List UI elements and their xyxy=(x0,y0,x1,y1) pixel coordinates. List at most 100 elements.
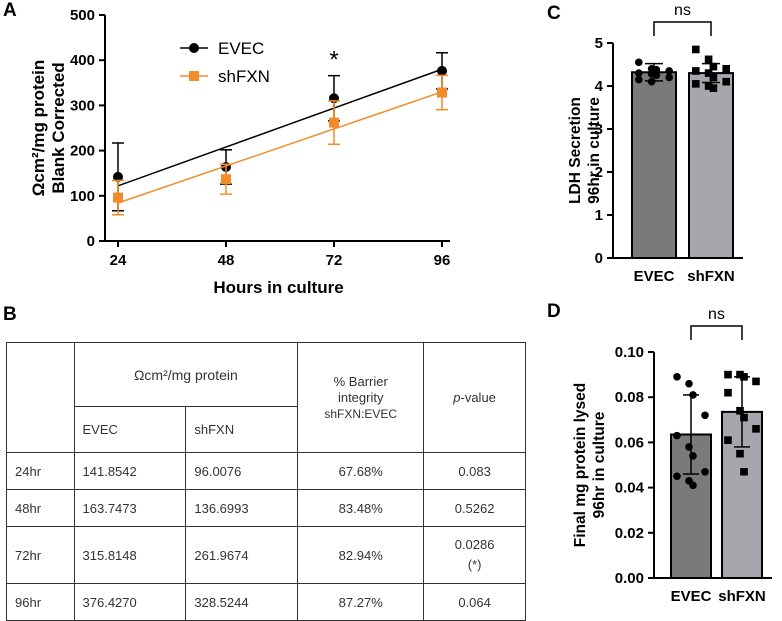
data-point-shfxn xyxy=(722,65,730,73)
table-cell-pvalue: 0.5262 xyxy=(423,489,526,527)
data-point-shfxn xyxy=(736,406,744,415)
fit-line-evec xyxy=(117,68,443,187)
y-tick-label: 200 xyxy=(70,143,95,160)
data-point-evec xyxy=(701,467,709,476)
data-point-shfxn xyxy=(740,373,748,381)
legend-marker-evec xyxy=(189,43,199,53)
data-point-evec xyxy=(685,477,693,485)
table-cell-pvalue: 0.064 xyxy=(423,583,526,621)
data-point-shfxn xyxy=(722,77,730,86)
table-cell-evec: 163.7473 xyxy=(73,489,187,527)
data-point-shfxn xyxy=(704,55,713,64)
table-cell-time: 24hr xyxy=(6,452,75,490)
x-axis-title: Hours in culture xyxy=(213,278,343,297)
bar-shfxn xyxy=(721,410,763,580)
table-cell-pvalue: 0.083 xyxy=(423,452,526,490)
table-cell-pvalue-significance: (*) xyxy=(467,557,482,572)
table-cell-shfxn: 328.5244 xyxy=(185,583,299,621)
panel-letter-d: D xyxy=(547,301,561,322)
y-tick-label: 3 xyxy=(595,121,603,138)
data-point-evec xyxy=(689,391,697,399)
data-point-evec xyxy=(673,373,681,381)
legend-label-shfxn: shFXN xyxy=(218,67,270,86)
data-point-evec xyxy=(647,77,656,86)
significance-bracket xyxy=(690,325,743,340)
data-point-evec xyxy=(673,431,681,440)
significance-star: * xyxy=(329,47,338,74)
y-tick-label: 0.00 xyxy=(615,570,644,587)
y-tick-label: 100 xyxy=(70,188,95,205)
data-point-evec xyxy=(685,443,693,451)
x-tick-label: 24 xyxy=(110,252,127,269)
data-point-evec xyxy=(652,65,661,74)
table-cell-time: 96hr xyxy=(6,583,75,621)
y-axis-title-line1: Ωcm²/mg protein xyxy=(29,60,48,196)
data-point-evec xyxy=(113,171,123,182)
significance-bracket xyxy=(653,21,712,36)
table-cell-pvalue-number: 0.0286 xyxy=(454,537,495,552)
table-header-shfxn: shFXN xyxy=(185,406,299,453)
x-tick-label: 72 xyxy=(326,252,343,269)
data-point-shfxn xyxy=(692,67,700,75)
x-category-label-evec: EVEC xyxy=(671,588,712,605)
x-category-label-shfxn: shFXN xyxy=(718,588,766,605)
y-tick-label: 0.10 xyxy=(615,344,644,361)
data-point-shfxn xyxy=(113,192,123,203)
y-axis-title-line1: Final mg protein lysed xyxy=(572,383,589,548)
table-row: 96hr 376.4270 328.5244 87.27% 0.064 xyxy=(6,583,526,621)
data-point-evec xyxy=(329,93,339,104)
data-point-shfxn xyxy=(437,87,447,98)
data-point-shfxn xyxy=(752,377,760,386)
data-point-shfxn xyxy=(736,370,744,379)
y-tick-label: 0 xyxy=(87,233,95,250)
data-point-evec xyxy=(635,75,643,84)
data-point-shfxn xyxy=(692,45,700,54)
data-point-evec xyxy=(652,71,661,80)
table-cell-evec: 141.8542 xyxy=(73,452,187,490)
table-cell-shfxn: 96.0076 xyxy=(185,452,299,490)
y-tick-label: 1 xyxy=(595,207,603,224)
table-row: 24hr 141.8542 96.0076 67.68% 0.083 xyxy=(6,452,526,490)
data-point-evec xyxy=(689,481,697,490)
table-corner-cell xyxy=(6,342,75,453)
table-header-barrier-line3: shFXN:EVEC xyxy=(324,406,398,421)
y-tick-label: 500 xyxy=(70,7,95,24)
significance-label: ns xyxy=(708,306,725,323)
data-point-evec xyxy=(647,70,656,78)
table-header-group: Ωcm²/mg protein xyxy=(73,342,299,407)
y-tick-label: 4 xyxy=(595,78,604,95)
data-point-shfxn xyxy=(329,117,339,128)
table-header-barrier-line2: integrity xyxy=(337,389,384,405)
table-cell-barrier: 87.27% xyxy=(297,583,425,621)
data-point-evec xyxy=(437,65,447,76)
panel-letter-c: C xyxy=(547,3,561,24)
y-tick-label: 400 xyxy=(70,52,95,69)
fit-line-shfxn xyxy=(117,91,443,204)
y-tick-label: 300 xyxy=(70,97,95,114)
bar-shfxn xyxy=(688,72,734,259)
table-cell-time: 48hr xyxy=(6,489,75,527)
data-point-shfxn xyxy=(704,82,713,90)
table-row: 72hr 315.8148 261.9674 82.94% 0.0286 (*) xyxy=(6,526,526,584)
data-point-shfxn xyxy=(709,84,718,92)
y-tick-label: 0.04 xyxy=(615,480,645,497)
data-point-evec xyxy=(665,67,673,75)
table-cell-evec: 315.8148 xyxy=(73,526,187,584)
y-tick-label: 0.02 xyxy=(615,525,644,542)
panel-letter-b: B xyxy=(3,304,17,325)
data-point-shfxn xyxy=(724,388,732,397)
table-header-pvalue: p-value xyxy=(423,342,526,453)
legend-label-evec: EVEC xyxy=(218,39,264,58)
y-tick-label: 0 xyxy=(595,250,603,267)
x-tick-label: 48 xyxy=(218,252,235,269)
legend-marker-shfxn xyxy=(189,71,199,81)
table-header-barrier: % Barrier integrity shFXN:EVEC xyxy=(297,342,425,453)
data-point-shfxn xyxy=(709,73,718,82)
data-point-shfxn xyxy=(752,425,760,433)
data-point-evec xyxy=(701,411,709,420)
table-cell-time: 72hr xyxy=(6,526,75,584)
table-cell-evec: 376.4270 xyxy=(73,583,187,621)
data-point-evec xyxy=(689,452,697,460)
x-category-label-shfxn: shFXN xyxy=(687,268,735,285)
y-axis-title-line2: 96hr in culture xyxy=(586,97,603,204)
